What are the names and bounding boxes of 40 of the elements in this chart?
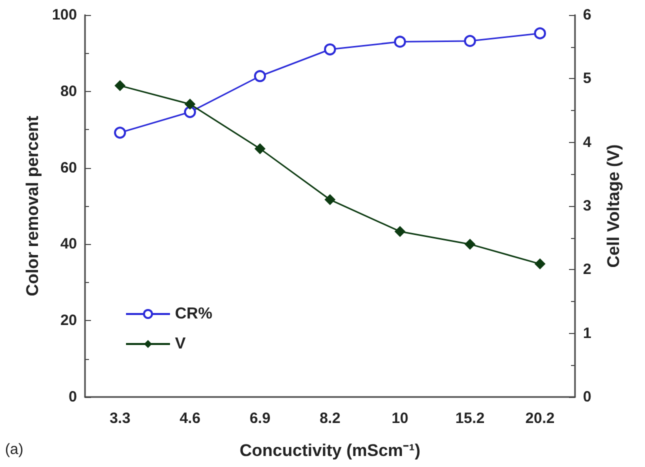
point — [464, 238, 476, 250]
point — [324, 43, 336, 56]
y2-tick-label: 0 — [583, 388, 592, 406]
x-tick-label: 20.2 — [525, 410, 555, 427]
point — [324, 194, 336, 206]
y2-tick-label: 4 — [583, 134, 592, 151]
point — [534, 27, 546, 40]
point — [534, 258, 546, 270]
y2-tick-label: 5 — [583, 70, 592, 88]
legend-label: CR% — [175, 306, 212, 322]
point — [394, 36, 406, 48]
y-axis-title: Color removal percent — [23, 115, 42, 296]
point — [114, 80, 126, 92]
x-tick-label: 10 — [392, 410, 408, 427]
x-tick-label: 6.9 — [250, 410, 270, 427]
x-tick-label: 8.2 — [320, 410, 340, 427]
y-tick-label: 40 — [60, 236, 77, 253]
y2-tick-label: 3 — [583, 198, 592, 214]
x-tick-label: 4.6 — [180, 410, 200, 427]
x-tick-label: 3.3 — [110, 410, 130, 427]
y-tick-label: 20 — [60, 312, 77, 330]
text: (a) — [5, 441, 24, 458]
point — [114, 126, 126, 139]
y2-tick-label: 1 — [583, 324, 592, 342]
y-tick-label: 100 — [52, 6, 77, 24]
point — [184, 106, 196, 118]
y-tick-label: 0 — [68, 388, 77, 406]
point — [394, 226, 406, 237]
y2-tick-label: 2 — [583, 261, 592, 278]
x-tick-label: 15.2 — [455, 410, 485, 427]
point — [254, 70, 266, 82]
y2-axis-title: Cell Voltage (V) — [604, 144, 623, 268]
legend-label: V — [175, 336, 186, 352]
point — [464, 34, 476, 47]
y2-tick-label: 6 — [583, 6, 592, 24]
point — [184, 98, 196, 110]
y-tick-label: 80 — [60, 82, 77, 100]
y-tick-label: 60 — [60, 159, 77, 176]
x-axis-title: Concuctivity (mScm⁻¹) — [240, 441, 420, 460]
point — [254, 143, 266, 154]
